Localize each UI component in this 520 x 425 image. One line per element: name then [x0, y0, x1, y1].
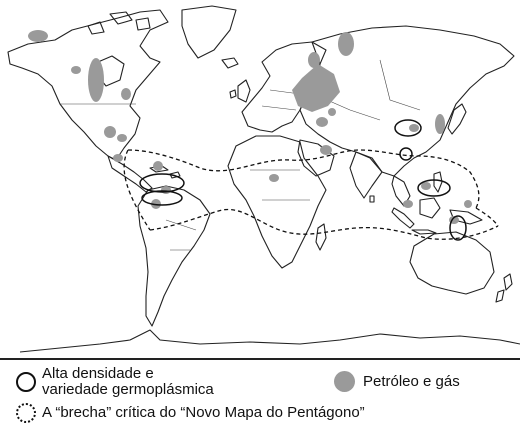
legend-label-pentagon-gap: A “brecha” crítica do “Novo Mapa do Pent… — [42, 404, 365, 421]
new-zealand — [495, 273, 513, 303]
oil-gas-area — [104, 126, 116, 138]
europe-outline — [241, 41, 327, 133]
pentagon-gap-boundary — [123, 149, 151, 231]
oil-gas-area — [421, 182, 431, 190]
oil-gas-area — [88, 58, 104, 102]
oil-gas-area — [28, 30, 48, 42]
legend-label-biodiversity-line2: variedade germoplásmica — [42, 381, 214, 398]
oil-gas-area — [113, 154, 123, 162]
central-america-outline — [107, 155, 153, 193]
oil-gas-area — [338, 32, 354, 56]
biodiversity-area — [417, 179, 451, 197]
japan — [447, 103, 467, 135]
open-circle-icon — [16, 372, 36, 392]
oil-gas-area — [153, 161, 163, 171]
british-isles — [229, 79, 251, 103]
oil-gas-area — [320, 145, 332, 155]
oil-gas-area — [161, 186, 171, 194]
south-america-outline — [137, 185, 211, 327]
oil-gas-area — [464, 200, 472, 208]
asia-outline — [299, 25, 515, 177]
gray-filled-circle-icon — [334, 371, 355, 392]
java — [411, 229, 437, 235]
border-lines — [60, 59, 421, 251]
biodiversity-area — [449, 215, 467, 241]
madagascar — [315, 223, 327, 251]
dotted-circle-icon — [16, 403, 36, 423]
legend-label-biodiversity-line1: Alta densidade e — [42, 365, 154, 382]
philippines — [433, 171, 443, 193]
pentagon-gap-boundary — [127, 149, 480, 209]
biodiversity-area — [139, 173, 185, 193]
oil-gas-area — [316, 117, 328, 127]
pentagon-gap-boundary — [149, 208, 499, 240]
oil-gas-area — [403, 200, 413, 208]
oil-gas-area — [292, 64, 340, 112]
legend-label-oil-gas: Petróleo e gás — [363, 372, 460, 390]
oil-gas-area — [435, 114, 445, 134]
oil-gas-area — [71, 66, 81, 74]
indian-subcontinent — [349, 151, 383, 199]
sri-lanka — [369, 195, 375, 203]
arabian-peninsula — [297, 139, 335, 177]
australia-outline — [409, 231, 495, 295]
africa-outline — [227, 135, 327, 269]
sumatra — [391, 207, 415, 229]
iceland — [221, 57, 239, 69]
oil-gas-area — [121, 88, 131, 100]
oil-gas-area — [409, 124, 419, 132]
oil-gas-area — [308, 52, 320, 68]
antarctica-outline — [19, 329, 520, 353]
legend-item-pentagon-gap: A “brecha” crítica do “Novo Mapa do Pent… — [16, 403, 365, 423]
legend-item-biodiversity: Alta densidade e variedade germoplásmica — [16, 366, 214, 398]
borneo — [419, 197, 441, 219]
legend-item-oil-gas: Petróleo e gás — [334, 371, 460, 392]
arctic-islands — [87, 11, 151, 35]
biodiversity-area — [399, 147, 413, 161]
biodiversity-area — [394, 119, 422, 137]
oil-gas-area — [117, 134, 127, 142]
world-map — [7, 5, 520, 353]
greenland-outline — [181, 5, 237, 59]
oil-gas-area — [269, 174, 279, 182]
pentagon-gap-boundary — [475, 207, 499, 227]
biodiversity-area — [141, 190, 183, 206]
map-legend: Alta densidade e variedade germoplásmica… — [0, 358, 520, 425]
oil-gas-area — [328, 108, 336, 116]
